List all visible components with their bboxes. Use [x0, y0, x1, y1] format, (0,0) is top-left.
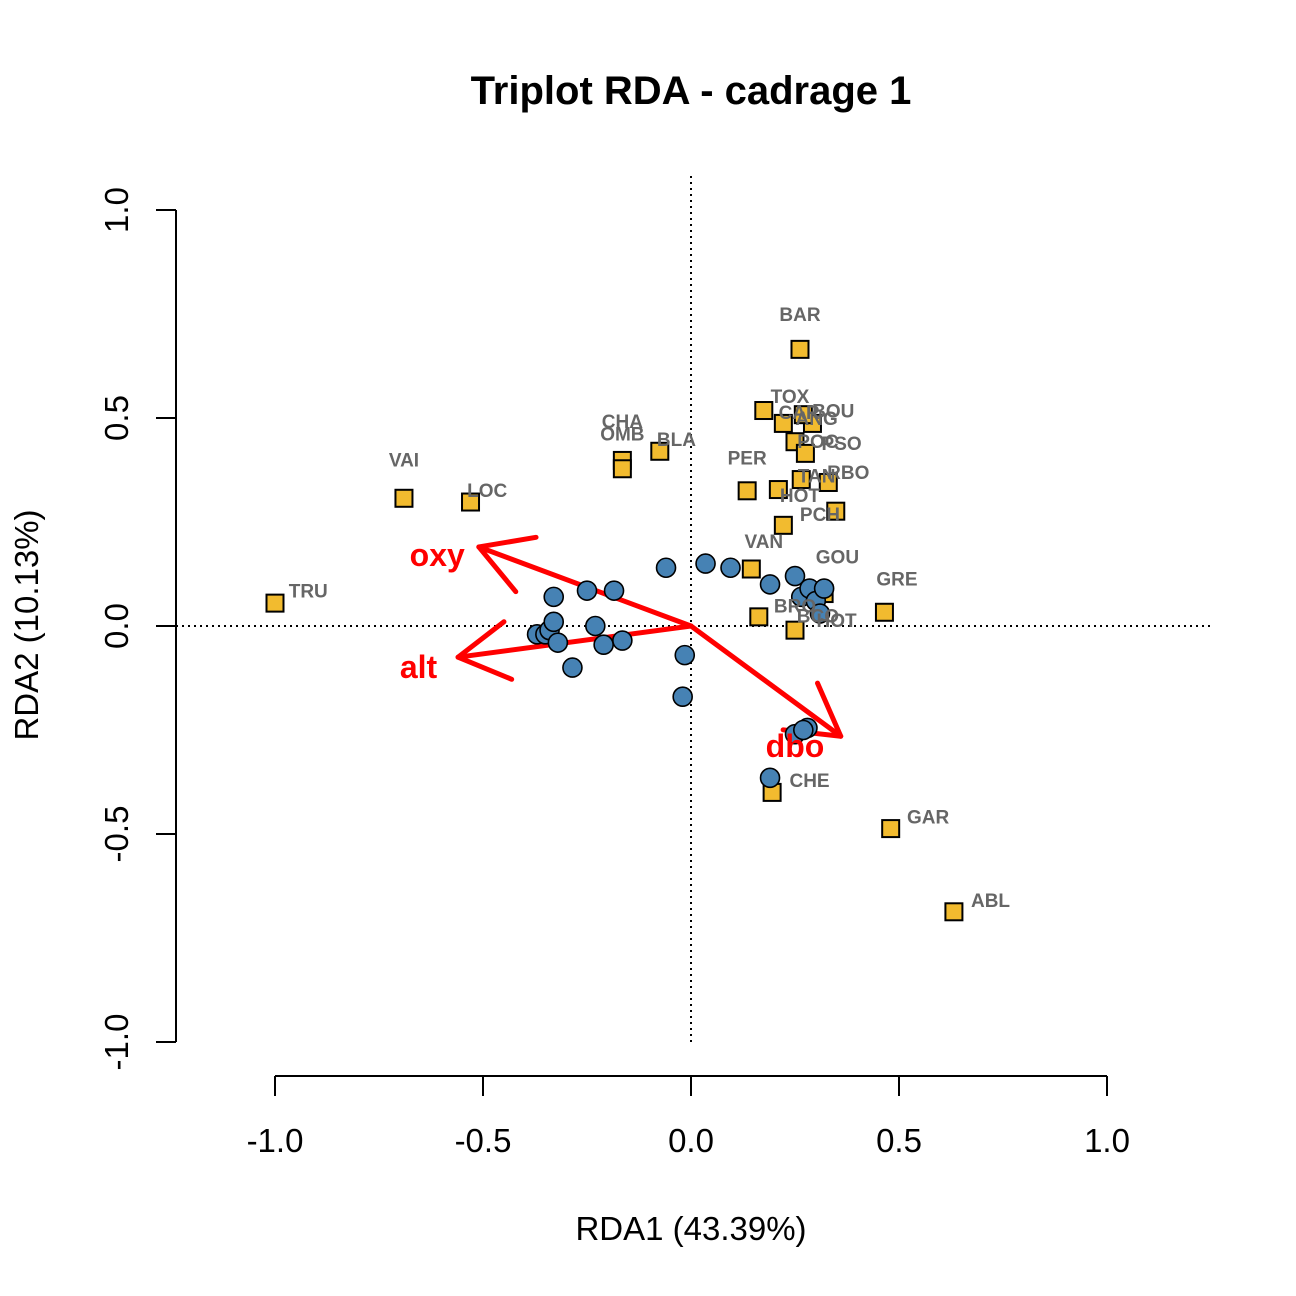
x-tick-label: -0.5	[455, 1122, 512, 1159]
site-points	[526, 553, 835, 789]
species-label-tan: TAN	[798, 467, 836, 488]
species-point-gar	[881, 819, 901, 839]
site-point	[720, 557, 741, 579]
species-label-loc: LOC	[467, 481, 507, 502]
species-label-omb: OMB	[600, 424, 644, 445]
species-label-che: CHE	[789, 771, 829, 792]
y-tick-label: 0.5	[98, 395, 135, 441]
species-point-per	[737, 481, 757, 501]
species-point-omb	[612, 459, 632, 479]
site-point	[543, 586, 565, 608]
species-label-rbo: RBO	[827, 463, 869, 484]
arrow-labels: oxy alt dbo	[400, 537, 824, 764]
arrow-shaft	[455, 623, 694, 660]
site-point	[562, 657, 583, 678]
species-label-abl: ABL	[971, 891, 1010, 912]
x-tick-label: 0.5	[876, 1122, 922, 1159]
site-point	[759, 574, 781, 595]
species-point-bar	[790, 339, 810, 359]
x-tick-label: 0.0	[668, 1122, 714, 1159]
reference-lines	[176, 176, 1212, 1044]
site-point	[547, 632, 569, 653]
arrow-label-alt: alt	[400, 649, 438, 685]
species-point-tru	[265, 593, 285, 613]
species-point-bro	[749, 607, 769, 627]
species-label-bro: BRO	[774, 596, 816, 617]
species-label-van: VAN	[744, 532, 783, 553]
species-label-car: CAR	[779, 403, 820, 424]
species-point-car	[773, 413, 793, 433]
site-point	[576, 580, 598, 601]
axes: -1.0 -0.5 0.0 0.5 1.0 -1.0 -0.5 0.0 0.5 1.0	[98, 187, 1130, 1159]
site-point	[543, 611, 565, 633]
species-point-vai	[394, 488, 414, 508]
site-point	[655, 557, 677, 579]
species-points	[265, 339, 964, 922]
species-point-bla	[650, 441, 670, 461]
arrow-head	[476, 534, 539, 595]
x-tick-label: -1.0	[247, 1122, 304, 1159]
species-point-bou	[793, 405, 813, 425]
site-point	[585, 615, 606, 637]
species-point-pso	[795, 443, 815, 463]
species-point-hot	[785, 620, 805, 640]
arrow-head	[455, 619, 515, 682]
arrow-dbo	[688, 623, 844, 739]
species-label-bla: BLA	[657, 430, 696, 451]
site-point	[593, 634, 614, 656]
site-point	[672, 686, 693, 708]
y-axis-title: RDA2 (10.13%)	[8, 509, 45, 740]
species-point-loc	[461, 492, 481, 512]
species-point-gou	[773, 515, 793, 535]
site-point	[813, 578, 835, 599]
species-label-hot: HOT	[780, 486, 821, 507]
species-label-cha: CHA	[602, 412, 643, 433]
species-label-pch: PCH	[800, 505, 840, 526]
species-point-tox	[754, 401, 774, 421]
arrow-shaft	[688, 623, 844, 739]
species-point-hot	[768, 480, 788, 500]
y-tick-label: -1.0	[98, 1014, 135, 1071]
arrow-alt	[455, 619, 694, 682]
environment-arrows	[455, 534, 844, 739]
site-point	[759, 767, 781, 789]
species-point-abl	[944, 902, 964, 922]
arrow-label-oxy: oxy	[410, 537, 465, 573]
species-label-hot: HOT	[817, 611, 858, 632]
species-label-ang: ANG	[796, 409, 838, 430]
y-tick-label: 0.0	[98, 603, 135, 649]
y-tick-label: -0.5	[98, 806, 135, 863]
species-point-gre	[874, 602, 894, 622]
species-label-bar: BAR	[779, 305, 820, 326]
species-label-per: PER	[728, 449, 767, 470]
site-point	[695, 553, 716, 574]
species-label-gou: GOU	[816, 548, 859, 569]
species-point-van	[741, 559, 761, 579]
y-tick-label: 1.0	[98, 187, 135, 233]
species-label-vai: VAI	[389, 451, 419, 472]
species-label-poc: POC	[797, 432, 838, 453]
site-point	[612, 630, 633, 651]
site-point	[809, 603, 831, 624]
x-axis-title: RDA1 (43.39%)	[575, 1210, 806, 1247]
x-tick-label: 1.0	[1084, 1122, 1130, 1159]
species-label-gre: GRE	[876, 569, 917, 590]
species-point-tan	[791, 470, 811, 490]
species-label-gar: GAR	[907, 808, 950, 829]
site-point	[784, 565, 806, 587]
species-label-pso: PSO	[822, 434, 862, 455]
species-label-bou: BOU	[812, 402, 854, 423]
site-point	[603, 580, 625, 601]
chart-title: Triplot RDA - cadrage 1	[471, 69, 912, 113]
species-point-pch	[826, 501, 846, 521]
species-point-rbo	[818, 472, 838, 492]
species-label-bco: BCO	[797, 607, 839, 628]
species-label-tru: TRU	[289, 582, 328, 603]
site-point	[793, 719, 814, 741]
site-point	[674, 644, 696, 666]
arrow-label-dbo: dbo	[766, 728, 825, 764]
species-label-tox: TOX	[771, 387, 810, 408]
